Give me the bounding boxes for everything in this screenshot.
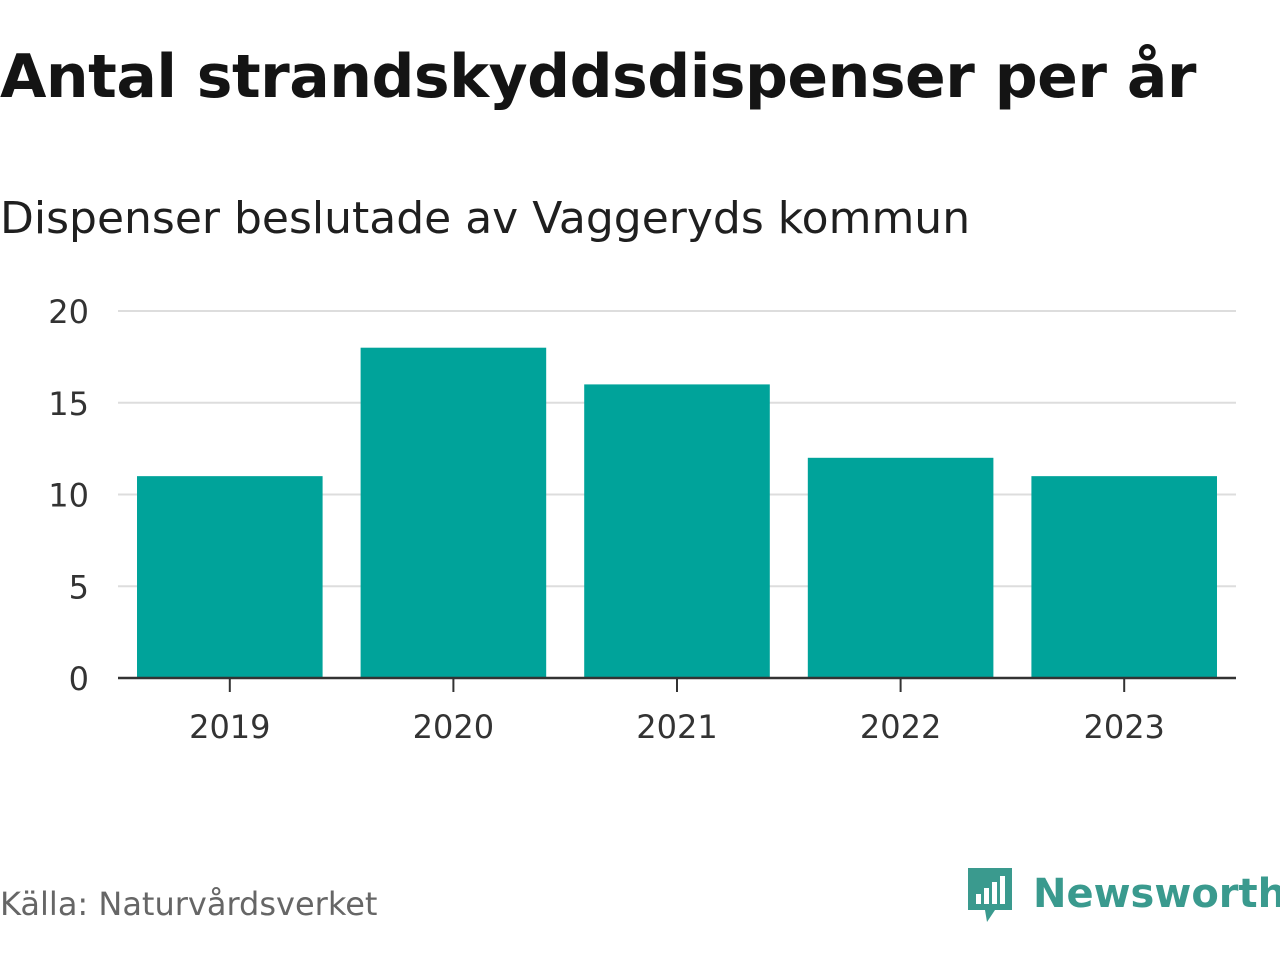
bar-2022 bbox=[807, 457, 994, 678]
x-tick-label: 2019 bbox=[189, 708, 270, 746]
bar-2021 bbox=[584, 384, 770, 678]
x-tick-label: 2021 bbox=[636, 708, 717, 746]
x-tick-label: 2022 bbox=[860, 708, 941, 746]
x-tick-label: 2023 bbox=[1083, 708, 1164, 746]
y-tick-label: 0 bbox=[69, 660, 89, 698]
bar-2019 bbox=[137, 476, 323, 678]
chart-subtitle: Dispenser beslutade av Vaggeryds kommun bbox=[0, 193, 971, 244]
brand-logo: Newsworthy bbox=[965, 862, 1280, 926]
y-tick-label: 15 bbox=[48, 385, 89, 423]
y-tick-label: 20 bbox=[48, 293, 89, 331]
x-tick-label: 2020 bbox=[413, 708, 494, 746]
brand-name: Newsworthy bbox=[1033, 871, 1280, 917]
newsworthy-logo-icon bbox=[968, 868, 1012, 922]
bar-2023 bbox=[1031, 476, 1217, 678]
bar-chart: 0 5 10 15 20 2019 2020 2021 2022 2023 bbox=[48, 293, 1236, 746]
y-tick-label: 5 bbox=[69, 568, 89, 606]
chart-title: Antal strandskyddsdispenser per år bbox=[0, 42, 1196, 112]
source-note: Källa: Naturvårdsverket bbox=[0, 885, 378, 923]
bar-2020 bbox=[360, 347, 547, 678]
y-tick-label: 10 bbox=[48, 477, 89, 515]
